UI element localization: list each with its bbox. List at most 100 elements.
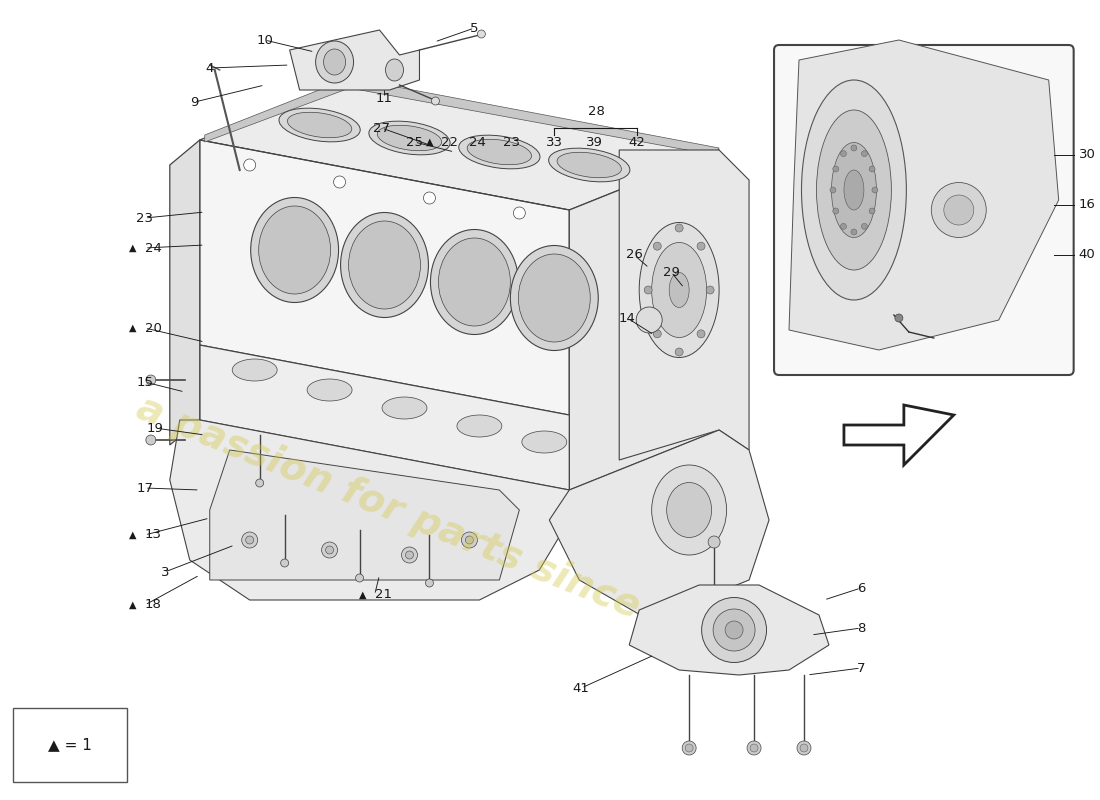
Text: ▲: ▲	[130, 243, 136, 253]
Ellipse shape	[232, 359, 277, 381]
Circle shape	[840, 223, 846, 230]
Polygon shape	[210, 450, 519, 580]
Circle shape	[697, 242, 705, 250]
Circle shape	[675, 224, 683, 232]
Circle shape	[833, 208, 839, 214]
Text: 28: 28	[587, 105, 605, 118]
Circle shape	[798, 741, 811, 755]
Circle shape	[636, 307, 662, 333]
Text: 5: 5	[470, 22, 478, 34]
Polygon shape	[169, 420, 570, 600]
Ellipse shape	[377, 126, 442, 150]
Circle shape	[477, 30, 485, 38]
Circle shape	[461, 532, 477, 548]
Circle shape	[708, 536, 720, 548]
Circle shape	[851, 229, 857, 235]
Text: ▲: ▲	[359, 590, 366, 600]
Ellipse shape	[639, 222, 719, 358]
Text: ▲: ▲	[130, 600, 136, 610]
Text: 40: 40	[1079, 249, 1096, 262]
Circle shape	[406, 551, 414, 559]
Text: ▲: ▲	[130, 323, 136, 333]
Text: 8: 8	[857, 622, 865, 634]
Text: 42: 42	[629, 135, 646, 149]
Ellipse shape	[430, 230, 518, 334]
Polygon shape	[619, 150, 749, 460]
Text: 24: 24	[469, 135, 486, 149]
Text: 16: 16	[1079, 198, 1096, 211]
Ellipse shape	[549, 148, 630, 182]
Circle shape	[333, 176, 345, 188]
Circle shape	[355, 574, 363, 582]
Ellipse shape	[518, 254, 591, 342]
Ellipse shape	[669, 273, 689, 307]
Circle shape	[706, 286, 714, 294]
Text: 26: 26	[626, 249, 642, 262]
Text: 25: 25	[406, 135, 424, 149]
Circle shape	[465, 536, 473, 544]
Circle shape	[244, 159, 255, 171]
Ellipse shape	[932, 182, 987, 238]
Text: 39: 39	[586, 135, 603, 149]
Ellipse shape	[667, 482, 712, 538]
Polygon shape	[844, 405, 954, 465]
Text: 30: 30	[1079, 149, 1096, 162]
Text: 15: 15	[136, 375, 153, 389]
Polygon shape	[169, 140, 200, 445]
Text: 27: 27	[373, 122, 390, 134]
Circle shape	[645, 286, 652, 294]
Text: 23: 23	[503, 135, 520, 149]
Circle shape	[255, 479, 264, 487]
Text: 7: 7	[857, 662, 866, 674]
Text: 6: 6	[857, 582, 865, 594]
Ellipse shape	[702, 598, 767, 662]
Ellipse shape	[844, 170, 864, 210]
Text: ▲ = 1: ▲ = 1	[48, 738, 91, 753]
Ellipse shape	[651, 242, 706, 338]
FancyBboxPatch shape	[13, 708, 127, 782]
Polygon shape	[289, 30, 419, 90]
Ellipse shape	[459, 135, 540, 169]
Circle shape	[321, 542, 338, 558]
Ellipse shape	[323, 49, 345, 75]
Text: 10: 10	[256, 34, 273, 46]
Text: 3: 3	[161, 566, 169, 578]
Ellipse shape	[557, 152, 622, 178]
Text: 11: 11	[376, 91, 393, 105]
Text: 13: 13	[145, 529, 162, 542]
Circle shape	[685, 744, 693, 752]
Polygon shape	[570, 150, 719, 490]
Circle shape	[861, 150, 868, 157]
Circle shape	[653, 330, 661, 338]
Circle shape	[280, 559, 288, 567]
Polygon shape	[549, 430, 769, 620]
Text: 33: 33	[546, 135, 563, 149]
Circle shape	[424, 192, 436, 204]
Polygon shape	[629, 585, 829, 675]
Ellipse shape	[316, 41, 353, 83]
Circle shape	[697, 330, 705, 338]
Text: 19: 19	[146, 422, 163, 434]
Polygon shape	[200, 80, 719, 210]
Polygon shape	[200, 140, 570, 490]
Circle shape	[675, 348, 683, 356]
Circle shape	[840, 150, 846, 157]
Circle shape	[653, 242, 661, 250]
Text: 24: 24	[145, 242, 162, 254]
FancyBboxPatch shape	[774, 45, 1074, 375]
Circle shape	[750, 744, 758, 752]
Circle shape	[431, 97, 440, 105]
Text: 21: 21	[374, 589, 392, 602]
Circle shape	[146, 375, 156, 385]
Ellipse shape	[341, 213, 429, 318]
Circle shape	[402, 547, 418, 563]
Circle shape	[830, 187, 836, 193]
Ellipse shape	[713, 609, 755, 651]
Ellipse shape	[258, 206, 331, 294]
Circle shape	[682, 741, 696, 755]
Ellipse shape	[251, 198, 339, 302]
Circle shape	[326, 546, 333, 554]
Ellipse shape	[279, 108, 360, 142]
Text: 9: 9	[190, 95, 199, 109]
Text: 20: 20	[145, 322, 162, 334]
